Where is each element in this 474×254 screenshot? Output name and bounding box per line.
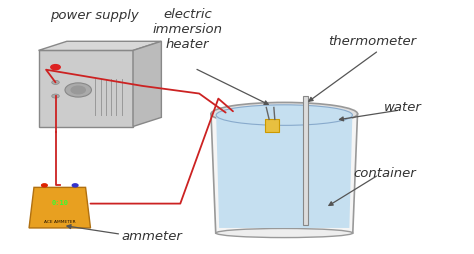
Circle shape <box>51 65 60 70</box>
Circle shape <box>71 87 85 94</box>
Circle shape <box>65 84 91 98</box>
Polygon shape <box>38 42 161 51</box>
FancyBboxPatch shape <box>116 62 127 72</box>
Text: thermometer: thermometer <box>328 35 417 47</box>
FancyBboxPatch shape <box>265 120 279 132</box>
Text: electric
immersion
heater: electric immersion heater <box>152 8 222 51</box>
FancyBboxPatch shape <box>303 97 308 226</box>
Circle shape <box>73 184 78 187</box>
FancyBboxPatch shape <box>100 62 110 72</box>
Ellipse shape <box>216 229 353 238</box>
Text: ammeter: ammeter <box>121 229 182 242</box>
Polygon shape <box>216 116 352 228</box>
Text: 0:10: 0:10 <box>51 200 68 205</box>
FancyBboxPatch shape <box>34 193 83 214</box>
Text: water: water <box>383 100 421 113</box>
Ellipse shape <box>211 103 357 126</box>
Text: power supply: power supply <box>50 9 139 22</box>
Text: container: container <box>354 166 417 179</box>
Polygon shape <box>133 42 161 127</box>
Text: ACE AMMETER: ACE AMMETER <box>44 219 75 223</box>
Polygon shape <box>29 188 91 228</box>
Circle shape <box>52 95 59 99</box>
Ellipse shape <box>216 105 352 126</box>
Polygon shape <box>38 51 133 127</box>
Polygon shape <box>211 114 357 233</box>
Circle shape <box>52 81 59 85</box>
Circle shape <box>42 184 47 187</box>
